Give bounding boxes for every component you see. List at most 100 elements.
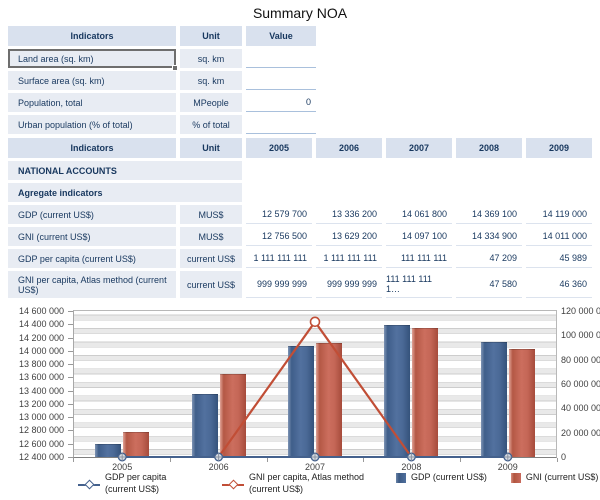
year-value-cell[interactable] (456, 183, 522, 202)
y-axis-tick (68, 377, 73, 379)
table-row: NATIONAL ACCOUNTS (8, 161, 592, 180)
table-row: GDP (current US$) MUS$ 12 579 700 13 336… (8, 205, 592, 224)
x-axis-label: 2008 (401, 462, 422, 472)
page-title: Summary NOA (252, 5, 348, 21)
legend-item[interactable]: GNI (current US$) (510, 472, 599, 484)
year-value-cell[interactable]: 12 756 500 (246, 227, 312, 246)
indicator-cell[interactable]: GDP per capita (current US$) (8, 249, 176, 268)
gni-bar-2007[interactable] (316, 343, 342, 457)
year-value-cell[interactable]: 14 097 100 (386, 227, 452, 246)
year-value-cell[interactable]: 14 011 000 (526, 227, 592, 246)
year-value-cell[interactable]: 45 989 (526, 249, 592, 268)
legend-item[interactable]: GNI per capita, Atlas method (current US… (222, 472, 372, 495)
year-value-cell[interactable]: 47 209 (456, 249, 522, 268)
secondary-y-axis-label: 40 000 000 (561, 403, 600, 414)
indicator-cell[interactable]: GDP (current US$) (8, 205, 176, 224)
legend-item[interactable]: GDP per capita (current US$) (78, 472, 198, 495)
secondary-y-axis-label: 120 000 000 (561, 306, 600, 316)
secondary-y-axis-label: 0 (561, 452, 567, 462)
year-value-cell[interactable] (526, 183, 592, 202)
indicator-cell[interactable]: Land area (sq. km) (8, 49, 178, 71)
legend-marker-icon (222, 480, 244, 490)
year-value-cell[interactable]: 111 111 111 (386, 249, 452, 268)
gdp-bar-2008[interactable] (384, 325, 411, 457)
year-value-cell[interactable] (386, 161, 452, 180)
gdp-bar-2007[interactable] (288, 345, 314, 457)
x-axis-label: 2007 (304, 462, 326, 472)
table1-header-value: Value (246, 26, 316, 46)
x-axis-label: 2009 (497, 462, 518, 472)
y-axis-label: 14 600 000 (18, 306, 64, 316)
year-value-cell[interactable]: 14 334 900 (456, 227, 522, 246)
unit-cell[interactable]: MUS$ (180, 227, 242, 246)
year-value-cell[interactable]: 13 336 200 (316, 205, 382, 224)
gdp-per-capita-marker-icon (117, 452, 127, 462)
table2-header-2006: 2006 (316, 138, 382, 158)
value-cell[interactable] (246, 71, 316, 90)
year-value-cell[interactable]: 1 111 111 111 (316, 249, 382, 268)
gdp-bar-2009[interactable] (480, 341, 507, 457)
chart-plot-area[interactable] (73, 310, 557, 462)
unit-cell[interactable]: % of total (180, 115, 242, 134)
table2-header-2009: 2009 (526, 138, 592, 158)
indicator-cell[interactable]: GNI (current US$) (8, 227, 176, 246)
x-axis-tick (557, 458, 558, 462)
year-value-cell[interactable]: 14 061 800 (386, 205, 452, 224)
legend-item[interactable]: GDP (current US$) (396, 472, 487, 484)
gni-bar-2008[interactable] (412, 327, 439, 457)
year-value-cell[interactable]: 12 579 700 (246, 205, 312, 224)
indicator-cell[interactable]: Surface area (sq. km) (8, 71, 176, 90)
y-axis-label: 12 600 000 (18, 438, 64, 449)
year-value-cell[interactable]: 999 999 999 (246, 271, 312, 298)
gdp-bar-2005[interactable] (95, 444, 122, 457)
indicator-cell[interactable]: Population, total (8, 93, 176, 112)
year-value-cell[interactable]: 999 999 999 (316, 271, 382, 298)
year-value-cell[interactable]: 111 111 111 1… (386, 271, 452, 298)
year-value-cell[interactable]: 14 369 100 (456, 205, 522, 224)
value-cell[interactable]: 0 (246, 93, 316, 112)
indicator-cell[interactable]: NATIONAL ACCOUNTS (8, 161, 242, 180)
gni-bar-2006[interactable] (219, 374, 246, 457)
unit-cell[interactable]: current US$ (180, 271, 242, 298)
y-axis-label: 12 400 000 (18, 452, 64, 462)
table1-header-unit: Unit (180, 26, 242, 46)
gni-bar-2009[interactable] (508, 349, 535, 457)
chart-legend: GDP per capita (current US$) GNI per cap… (78, 472, 598, 495)
year-value-cell[interactable]: 14 119 000 (526, 205, 592, 224)
gdp-bar-2006[interactable] (191, 393, 218, 457)
value-cell[interactable] (246, 115, 316, 134)
table-row: GNI per capita, Atlas method (current US… (8, 271, 592, 298)
year-value-cell[interactable] (316, 161, 382, 180)
summary-chart: GDP per capita (current US$) GNI per cap… (0, 302, 600, 500)
year-value-cell[interactable]: 47 580 (456, 271, 522, 298)
unit-cell[interactable]: sq. km (180, 49, 242, 68)
year-value-cell[interactable] (246, 183, 312, 202)
y-axis-tick (68, 443, 73, 445)
value-cell[interactable] (246, 49, 316, 68)
unit-cell[interactable]: sq. km (180, 71, 242, 90)
legend-label: GNI (current US$) (525, 472, 599, 482)
indicator-cell[interactable]: Urban population (% of total) (8, 115, 176, 134)
year-value-cell[interactable]: 13 629 200 (316, 227, 382, 246)
unit-cell[interactable]: MPeople (180, 93, 242, 112)
unit-cell[interactable]: current US$ (180, 249, 242, 268)
table2-header-indicators: Indicators (8, 138, 176, 158)
table-row: Urban population (% of total) % of total (8, 115, 316, 134)
unit-cell[interactable]: MUS$ (180, 205, 242, 224)
indicator-cell[interactable]: Agregate indicators (8, 183, 242, 202)
year-value-cell[interactable]: 46 360 (526, 271, 592, 298)
indicator-cell[interactable]: GNI per capita, Atlas method (current US… (8, 271, 176, 298)
year-value-cell[interactable] (386, 183, 452, 202)
year-value-cell[interactable] (456, 161, 522, 180)
y-axis-tick (68, 417, 73, 419)
x-axis-tick (169, 458, 171, 462)
year-value-cell[interactable] (316, 183, 382, 202)
year-value-cell[interactable] (526, 161, 592, 180)
year-value-cell[interactable]: 1 111 111 111 (246, 249, 312, 268)
year-value-cell[interactable] (246, 161, 312, 180)
gni-bar-2005[interactable] (123, 432, 150, 457)
national-accounts-table: Indicators Unit 2005 2006 2007 2008 2009… (8, 138, 592, 301)
legend-marker-icon (510, 473, 521, 483)
y-axis-label: 14 000 000 (18, 345, 64, 356)
indicators-value-table: Indicators Unit Value Land area (sq. km)… (8, 26, 316, 137)
